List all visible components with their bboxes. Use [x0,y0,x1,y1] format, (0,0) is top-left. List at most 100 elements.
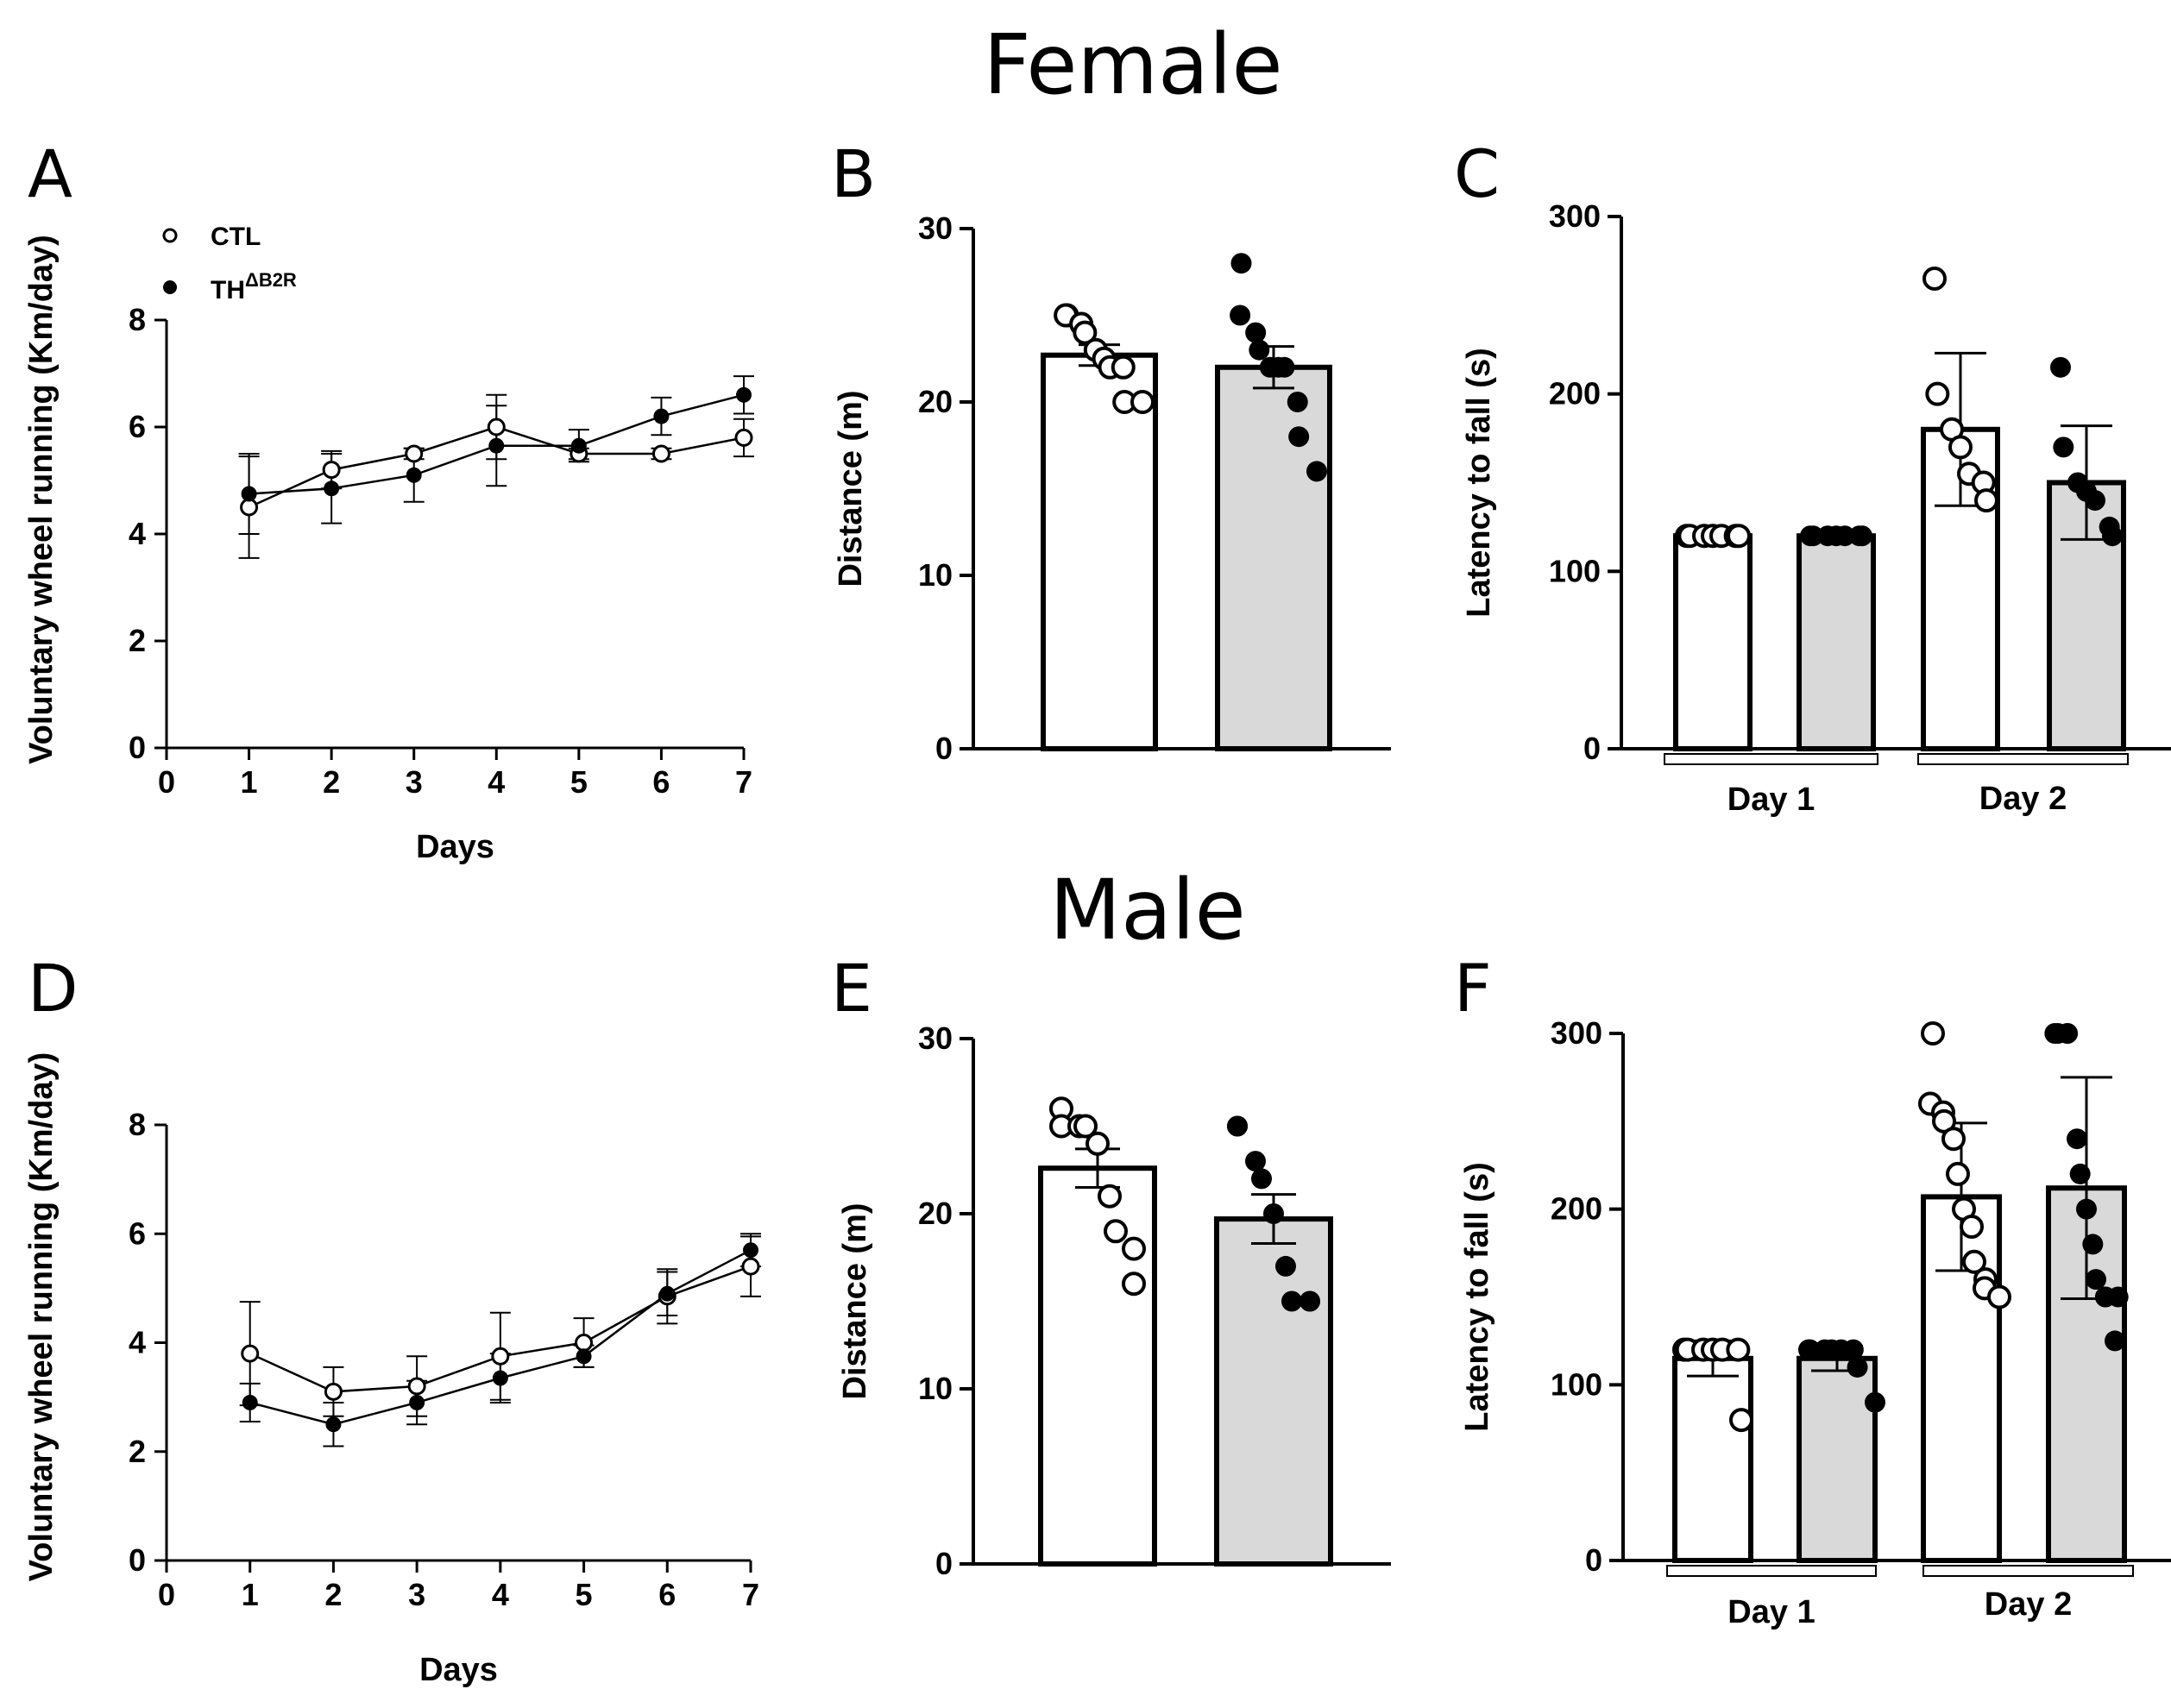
th-data-point [2082,1234,2104,1255]
th-point [324,480,340,497]
y-tick-label: 6 [129,1215,146,1251]
th-data-point [1306,461,1327,482]
y-axis-label: Latency to fall (s) [1459,1162,1495,1432]
x-tick-label: 2 [324,1577,342,1612]
ctl-data-point [1073,1114,1098,1139]
x-tick-label: 3 [406,764,423,800]
th-data-point [1865,1391,1885,1413]
y-tick-label: 20 [918,384,953,419]
y-tick-label: 4 [129,1325,146,1360]
ctl-data-point [1122,1236,1146,1261]
ctl-point [734,428,753,447]
ctl-data-point [1086,1131,1110,1156]
th-point [576,1348,592,1365]
panel-letter-c: C [1454,135,1500,212]
y-tick-label: 10 [918,1371,953,1406]
ctl-data-point [1726,1337,1751,1362]
th-data-point [2050,356,2071,378]
th-data-point [1842,1339,1864,1360]
ctl-point [741,1257,760,1276]
ctl-data-point [1962,1249,1986,1274]
ctl-data-point [1130,390,1155,414]
th-data-point [2085,490,2105,512]
th-bar [1214,1216,1333,1567]
group-label: Day 2 [1985,1586,2072,1623]
y-tick-label: 100 [1551,1366,1602,1402]
y-tick-label: 8 [129,302,146,337]
y-tick-label: 300 [1551,1015,1602,1051]
ctl-point [322,461,341,480]
y-tick-label: 100 [1549,553,1601,588]
th-data-point [1251,1168,1272,1190]
th-data-point [2053,436,2074,458]
y-axis-label: Distance (m) [833,390,869,587]
ctl-data-point [1921,1021,1945,1046]
legend-th-marker [163,280,177,294]
x-tick-label: 5 [576,1577,593,1612]
y-tick-label: 300 [1549,198,1601,234]
x-tick-label: 7 [742,1577,759,1612]
th-point [653,408,670,424]
th-data-point [1799,1339,1821,1360]
chart-d-male-wheel-running: 0 2 4 6 8 0 1 2 3 4 5 6 7 Days Voluntary wheel running… [23,1052,761,1688]
th-point [492,1370,508,1386]
th-data-point [1852,525,1872,547]
panel-letter-a: A [28,135,72,212]
ctl-point [405,444,424,463]
th-data-point [1847,1356,1868,1378]
y-tick-label: 200 [1551,1191,1602,1227]
y-tick-label: 2 [129,623,146,658]
group-label: Day 1 [1727,782,1815,818]
th-data-point [1230,253,1252,274]
chart-b-female-distance: 0 10 20 30 Distance (m) [833,210,1391,766]
th-point [325,1416,342,1433]
legend-th-label: THΔB2R [211,269,297,305]
y-axis-label: Voluntary wheel running (Km/day) [23,235,60,764]
ctl-point [491,1347,510,1366]
y-tick-label: 2 [129,1434,146,1469]
ctl-data-point [1925,381,1950,406]
th-point [736,386,752,403]
y-axis-label: Distance (m) [837,1203,873,1399]
th-bar [1797,533,1876,752]
ctl-bar [1038,1165,1157,1567]
group-bracket [1922,1565,2134,1577]
th-point [406,467,422,483]
th-bar [1215,364,1332,751]
y-tick-label: 30 [918,210,953,246]
th-data-point [2086,1269,2106,1290]
ctl-data-point [1111,355,1136,380]
ctl-data-point [1122,1272,1146,1297]
panel-letter-b: B [831,135,876,212]
ctl-bar [1041,352,1158,751]
th-point [659,1285,676,1302]
th-data-point [1249,339,1270,361]
legend-th-base: TH [211,276,245,305]
ctl-bar [1672,1355,1753,1563]
th-data-point [2107,1286,2129,1308]
y-tick-label: 0 [935,1546,953,1581]
ctl-data-point [1104,1219,1128,1244]
ctl-point [241,1344,260,1363]
panel-letter-f: F [1454,950,1492,1027]
th-point [570,437,587,454]
y-tick-label: 0 [1585,1542,1602,1578]
th-data-point [2057,1023,2078,1044]
ctl-point [407,1377,426,1396]
th-point [743,1242,758,1259]
group-bracket [1666,1565,1877,1577]
ctl-point [575,1334,594,1352]
ctl-point [324,1382,343,1401]
group-bracket [1917,753,2129,765]
ctl-data-point [1946,1161,1970,1186]
y-tick-label: 200 [1549,376,1601,411]
y-tick-label: 10 [918,557,953,593]
panel-letter-e: E [831,950,872,1027]
y-tick-label: 0 [129,1542,146,1578]
legend-th-sup: ΔB2R [245,269,297,291]
ctl-data-point [1987,1284,2011,1309]
legend-ctl-label: CTL [211,223,261,251]
th-data-point [1288,426,1310,448]
th-point [242,1394,258,1410]
